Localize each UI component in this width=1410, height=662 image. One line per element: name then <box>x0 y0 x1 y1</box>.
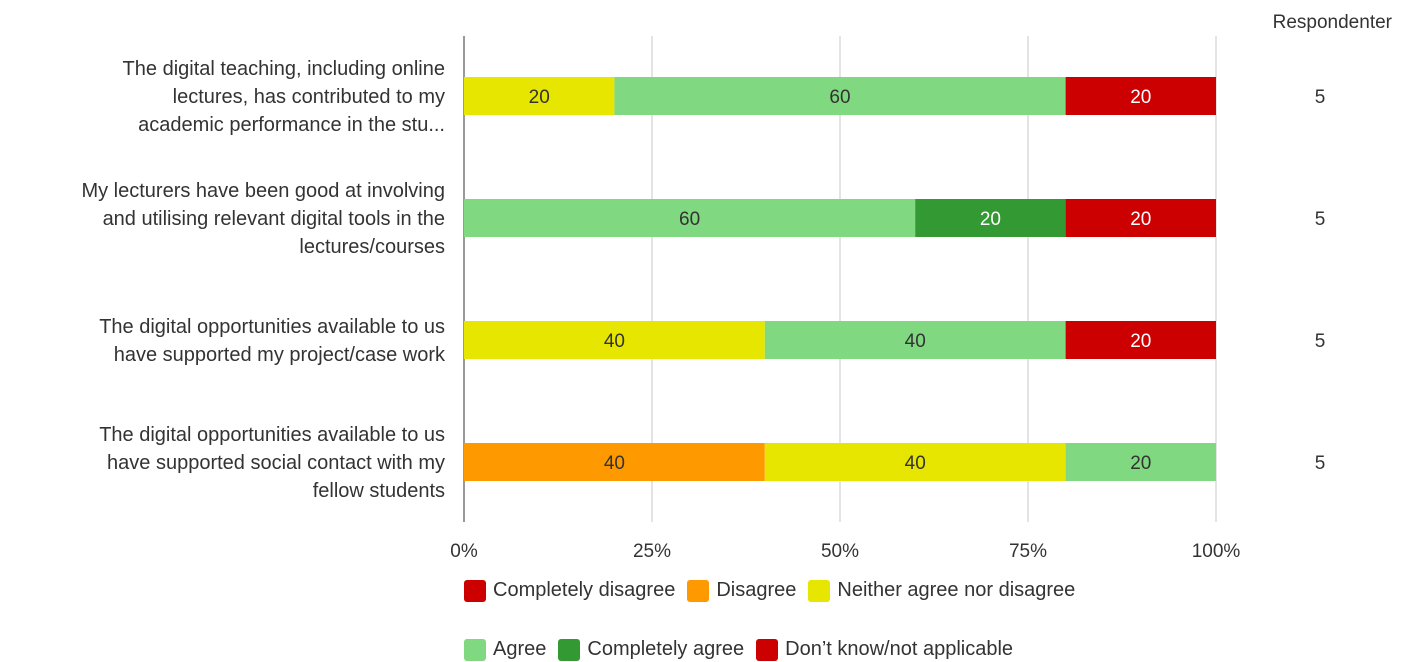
data-label: 60 <box>679 209 700 230</box>
data-label: 40 <box>604 453 625 474</box>
bars: 20 60 20 60 20 20 40 40 20 40 40 20 <box>464 77 1216 481</box>
x-tick-label: 25% <box>633 541 671 562</box>
data-label: 60 <box>829 87 850 108</box>
category-label: My lecturers have been good at involving… <box>81 180 445 258</box>
category-label: The digital opportunities available to u… <box>99 316 446 366</box>
data-label: 20 <box>1130 331 1151 352</box>
data-label: 40 <box>604 331 625 352</box>
x-tick-label: 100% <box>1192 541 1241 562</box>
x-tick-label: 50% <box>821 541 859 562</box>
data-label: 20 <box>1130 453 1151 474</box>
legend-item: Neither agree nor disagree <box>808 578 1075 603</box>
bar-segment <box>464 77 615 115</box>
gridlines <box>463 36 1217 522</box>
bar-segment <box>614 77 1066 115</box>
data-label: 20 <box>980 209 1001 230</box>
respondent-count: 5 <box>1315 453 1326 474</box>
legend-swatch <box>687 579 710 602</box>
data-label: 20 <box>1130 209 1151 230</box>
category-label: The digital opportunities available to u… <box>99 424 445 502</box>
respondents-column: Respondenter 5 5 5 5 <box>1273 12 1393 474</box>
legend-label: Disagree <box>716 579 797 601</box>
legend-item: Completely disagree <box>464 578 675 603</box>
bar-segment <box>915 199 1066 237</box>
respondent-count: 5 <box>1315 87 1326 108</box>
x-tick-label: 0% <box>450 541 478 562</box>
bar-segment <box>764 443 1066 481</box>
category-label: The digital teaching, including online le… <box>123 58 445 136</box>
respondent-count: 5 <box>1315 209 1326 230</box>
x-tick-label: 75% <box>1009 541 1047 562</box>
data-label: 20 <box>1130 87 1151 108</box>
bar-segment <box>1065 321 1216 359</box>
data-label: 40 <box>905 453 926 474</box>
bar-segment <box>1065 443 1216 481</box>
x-tick-labels: 0% 25% 50% 75% 100% <box>450 541 1240 562</box>
respondents-header: Respondenter <box>1273 12 1393 33</box>
legend-label: Neither agree nor disagree <box>837 579 1076 601</box>
data-label: 20 <box>529 87 550 108</box>
legend-item: Disagree <box>687 578 796 603</box>
bar-segment <box>764 321 1066 359</box>
bar-segment <box>1065 199 1216 237</box>
legend-swatch <box>464 579 486 602</box>
bar-segment <box>1065 77 1216 115</box>
legend-swatch <box>808 579 831 602</box>
data-label: 40 <box>905 331 926 352</box>
legend: Completely disagree Disagree Neither agree… <box>464 578 1244 662</box>
bar-segment <box>464 199 916 237</box>
category-labels: The digital teaching, including online le… <box>81 58 446 502</box>
bar-segment <box>464 321 765 359</box>
bar-segment <box>464 443 765 481</box>
respondent-count: 5 <box>1315 331 1326 352</box>
legend-label: Completely disagree <box>493 579 676 601</box>
